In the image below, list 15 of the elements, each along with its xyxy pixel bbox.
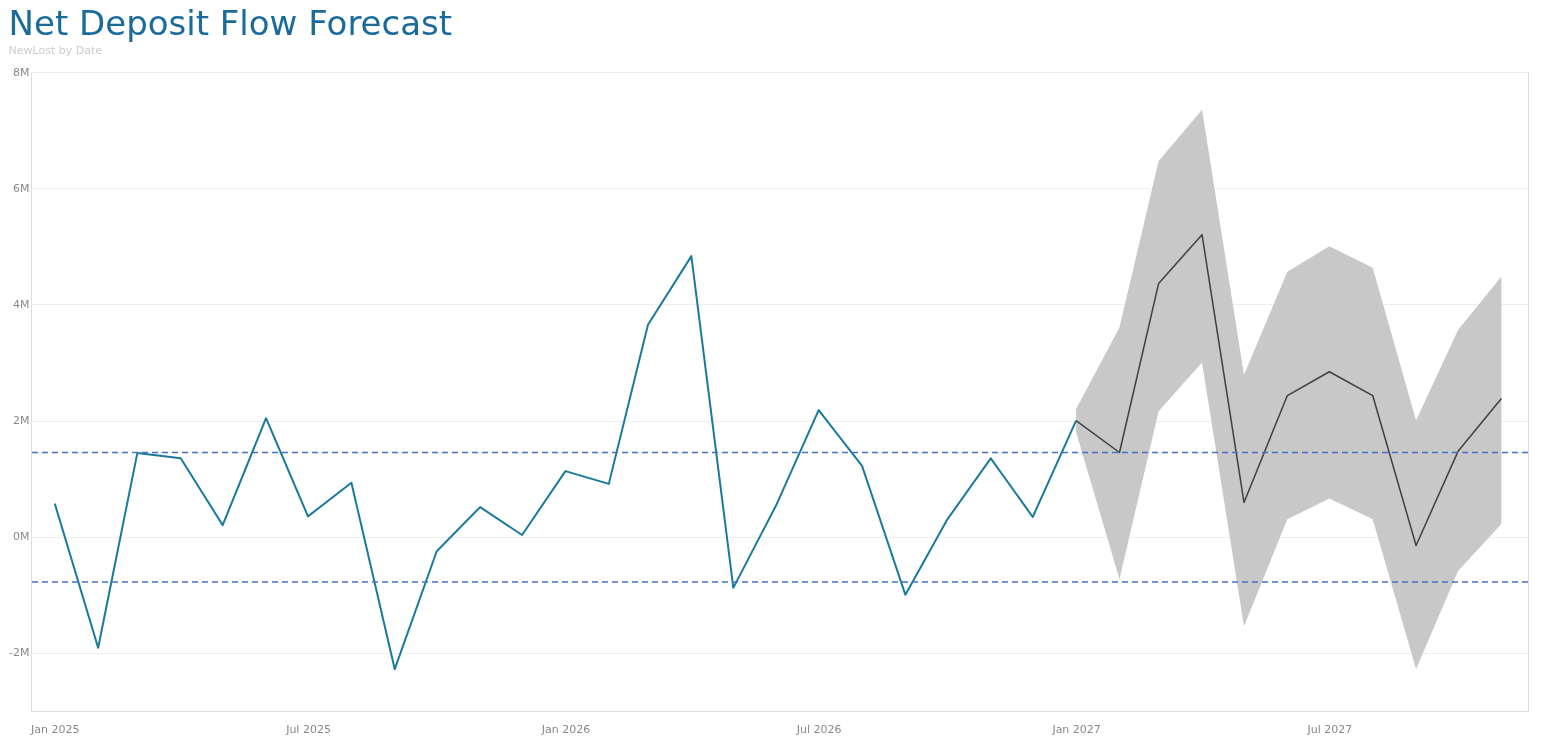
- x-tick-label: Jan 2027: [1051, 722, 1101, 736]
- chart-title: Net Deposit Flow Forecast: [8, 3, 453, 43]
- y-tick-label: 0M: [13, 530, 30, 544]
- y-tick-label: 4M: [13, 297, 30, 311]
- y-tick-label: 6M: [13, 181, 30, 195]
- x-tick-label: Jul 2027: [1306, 722, 1353, 736]
- x-tick-label: Jul 2025: [285, 722, 331, 736]
- y-tick-label: 8M: [13, 65, 30, 79]
- y-tick-label: -2M: [9, 646, 30, 660]
- x-tick-label: Jan 2025: [30, 722, 80, 736]
- x-tick-label: Jul 2026: [795, 722, 842, 736]
- line-series: [1075, 233, 1503, 547]
- y-tick-label: 2M: [13, 414, 30, 428]
- x-tick-label: Jan 2026: [540, 722, 591, 736]
- line-series: [53, 255, 1078, 671]
